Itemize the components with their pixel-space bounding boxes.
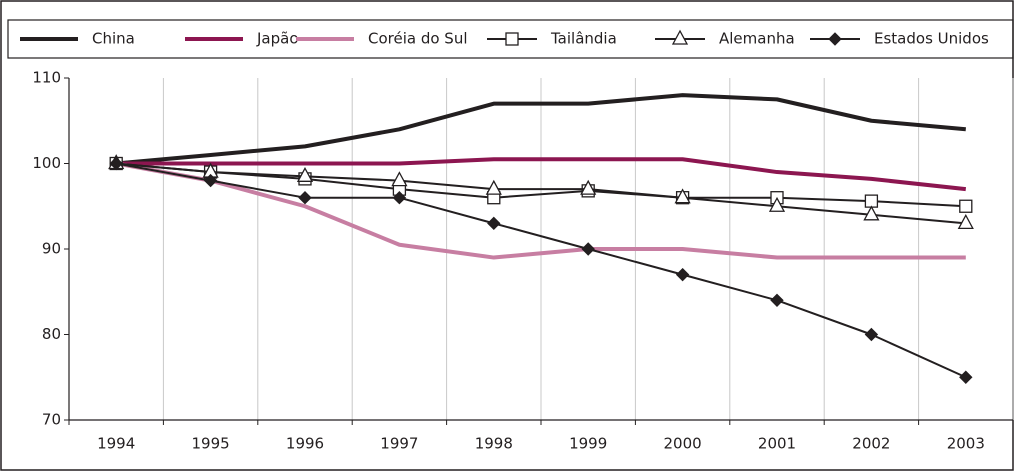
- marker: [392, 190, 407, 205]
- x-tick-label: 2000: [664, 435, 702, 453]
- y-tick-label: 110: [32, 69, 61, 87]
- legend-label: Coréia do Sul: [368, 30, 468, 48]
- marker: [203, 173, 218, 188]
- marker: [864, 194, 879, 208]
- marker: [487, 216, 501, 231]
- series-line: [116, 93, 966, 166]
- series-line: [115, 161, 966, 260]
- marker: [581, 242, 595, 256]
- marker: [580, 179, 597, 195]
- x-tick-label: 1995: [192, 435, 230, 453]
- marker: [959, 370, 973, 384]
- legend-box: [7, 19, 1014, 59]
- x-tick-label: 1998: [475, 435, 513, 453]
- marker: [863, 205, 880, 221]
- legend-label: Tailândia: [550, 30, 617, 48]
- x-tick-label: 2001: [758, 435, 796, 453]
- x-tick-label: 1999: [569, 435, 607, 453]
- x-tick-label: 1996: [286, 435, 324, 453]
- marker: [485, 179, 502, 195]
- marker: [828, 32, 842, 46]
- legend-label: Japão: [256, 30, 299, 48]
- marker: [675, 267, 690, 282]
- y-tick-label: 70: [42, 411, 61, 429]
- marker: [674, 188, 691, 204]
- y-tick-label: 100: [32, 154, 61, 172]
- marker: [296, 166, 314, 182]
- series-line: [116, 162, 967, 379]
- marker: [671, 29, 689, 45]
- marker: [298, 190, 312, 205]
- series-line: [116, 162, 966, 208]
- x-tick-label: 1994: [97, 435, 135, 453]
- series-line: [116, 162, 966, 225]
- marker: [768, 196, 786, 212]
- legend-label: Alemanha: [719, 30, 795, 48]
- x-tick-label: 1997: [380, 435, 418, 453]
- marker: [505, 32, 519, 46]
- series-line: [116, 157, 967, 192]
- y-tick-label: 80: [42, 325, 61, 343]
- marker: [864, 327, 879, 342]
- marker: [109, 156, 123, 171]
- legend-label: Estados Unidos: [874, 30, 989, 48]
- marker: [959, 199, 973, 213]
- x-tick-label: 2003: [947, 435, 985, 453]
- legend-label: China: [92, 30, 135, 48]
- marker: [957, 213, 974, 230]
- marker: [391, 171, 408, 187]
- marker: [770, 293, 784, 308]
- y-tick-label: 90: [42, 240, 61, 258]
- x-tick-label: 2002: [852, 435, 890, 453]
